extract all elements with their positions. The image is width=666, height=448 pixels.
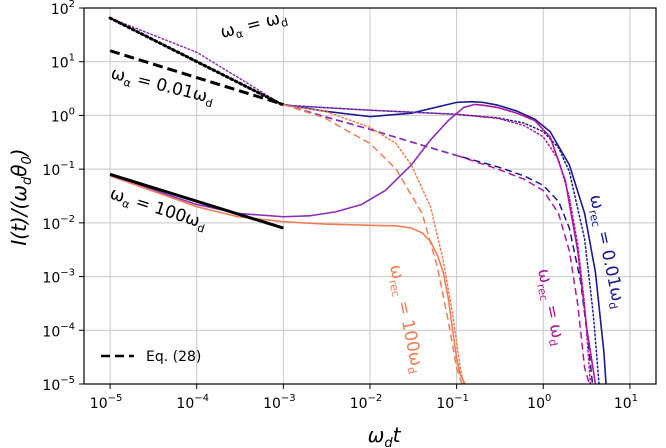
series-line-3 [109, 103, 475, 218]
y-tick-label: 10−3 [42, 268, 75, 287]
series-line-7 [455, 113, 592, 384]
y-tick-label: 101 [51, 53, 75, 72]
series-line-8 [456, 154, 591, 384]
y-tick-label: 10−5 [42, 375, 75, 394]
series-line-5 [109, 17, 458, 116]
annot-omega-rec-1: ωrec = ωd [531, 267, 569, 348]
series-line-11 [282, 104, 465, 384]
y-tick-label: 102 [51, 0, 75, 18]
series-line-2 [283, 103, 594, 384]
x-tick-label: 10−2 [350, 393, 383, 412]
annot-omega-alpha-eq-omega-d: ωα = ωd [218, 7, 289, 45]
series-line-14 [109, 172, 284, 230]
legend-label: Eq. (28) [146, 349, 201, 365]
series-layer [108, 16, 607, 384]
y-tick-label: 10−2 [42, 214, 75, 233]
series-line-4 [283, 103, 457, 157]
y-tick-label: 10−1 [42, 160, 75, 179]
x-tick-label: 101 [614, 393, 638, 412]
series-line-0 [283, 100, 607, 384]
x-tick-label: 10−1 [436, 393, 469, 412]
y-axis-label: I(t)/(ωdθ0) [7, 148, 35, 245]
annot-omega-rec-100: ωrec = 100ωd [383, 263, 427, 375]
x-tick-label: 10−4 [176, 393, 209, 412]
annot-omega-rec-001: ωrec = 0.01ωd [583, 193, 629, 311]
series-line-1 [282, 104, 600, 384]
x-tick-label: 10−3 [263, 393, 296, 412]
y-tick-label: 10−4 [42, 321, 75, 340]
x-tick-label: 10−5 [90, 393, 123, 412]
legend: Eq. (28) [101, 349, 201, 365]
y-tick-label: 100 [51, 106, 75, 125]
x-tick-label: 100 [527, 393, 551, 412]
series-line-13 [109, 49, 284, 106]
grid [84, 7, 656, 385]
series-line-9 [109, 175, 466, 384]
series-line-10 [283, 103, 463, 384]
annot-omega-alpha-001: ωα = 0.01ωd [108, 63, 216, 110]
series-line-12 [108, 16, 285, 107]
x-axis-label: ωdt [368, 423, 402, 448]
